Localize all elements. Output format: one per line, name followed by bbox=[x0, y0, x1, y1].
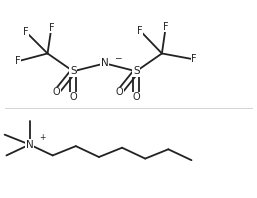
Text: O: O bbox=[69, 92, 77, 102]
Text: F: F bbox=[191, 54, 197, 64]
Text: S: S bbox=[133, 66, 140, 76]
Text: O: O bbox=[116, 87, 123, 97]
Text: F: F bbox=[23, 27, 29, 37]
Text: F: F bbox=[137, 26, 143, 36]
Text: O: O bbox=[53, 87, 60, 97]
Text: N: N bbox=[26, 140, 33, 149]
Text: F: F bbox=[15, 56, 20, 66]
Text: S: S bbox=[70, 66, 77, 76]
Text: F: F bbox=[49, 23, 54, 33]
Text: −: − bbox=[114, 53, 122, 62]
Text: F: F bbox=[163, 22, 169, 32]
Text: N: N bbox=[101, 58, 109, 68]
Text: +: + bbox=[39, 132, 45, 142]
Text: O: O bbox=[132, 92, 140, 102]
